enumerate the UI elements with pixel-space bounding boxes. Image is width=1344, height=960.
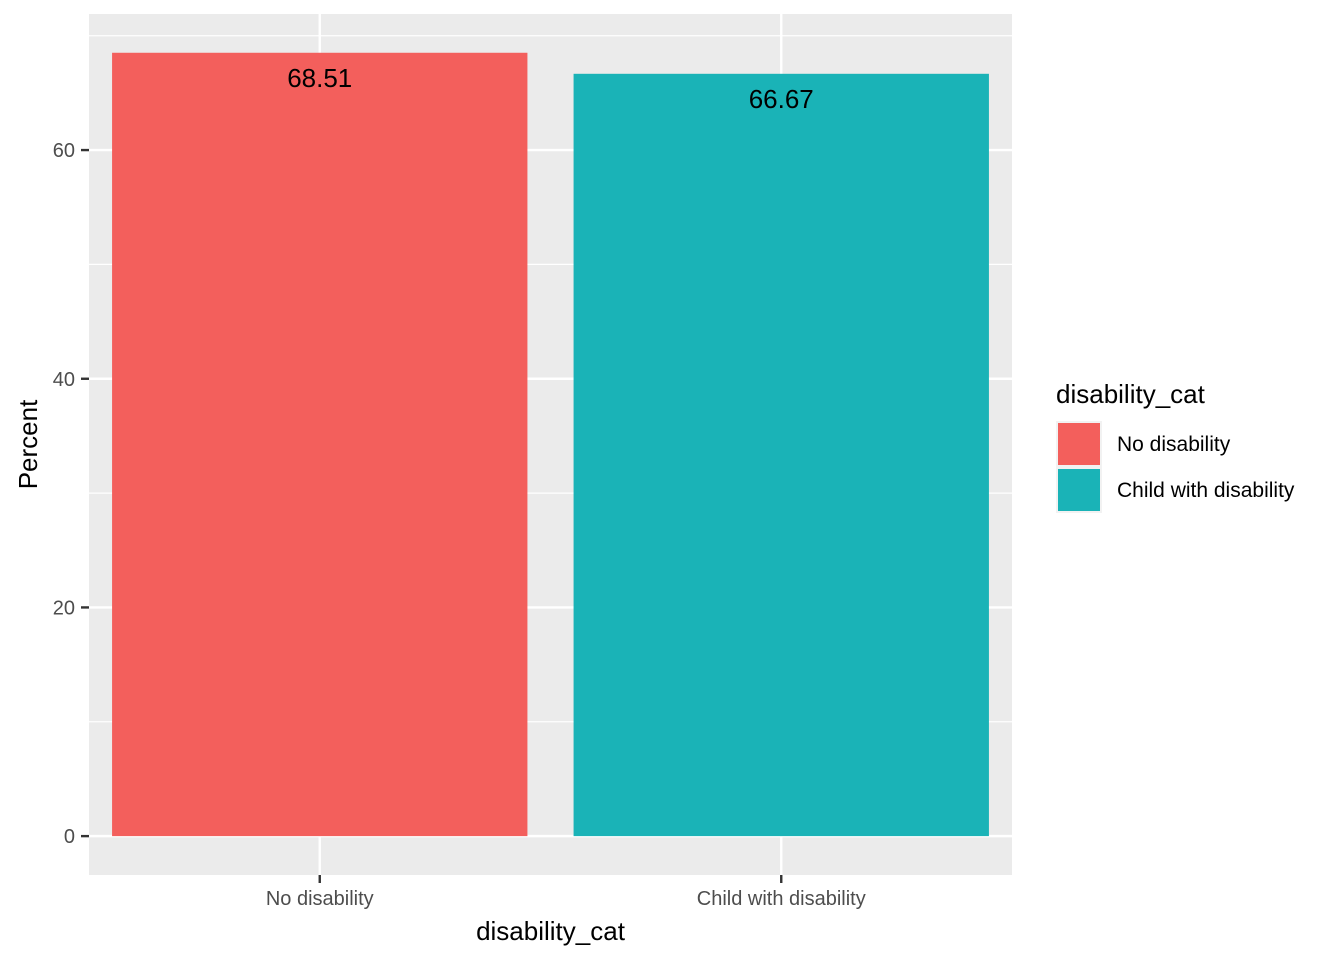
legend-label: Child with disability — [1117, 479, 1295, 502]
bar-value-label: 66.67 — [749, 84, 814, 114]
legend-title: disability_cat — [1056, 379, 1206, 409]
y-tick-label: 0 — [64, 826, 75, 848]
bars — [112, 52, 989, 837]
x-axis-title: disability_cat — [476, 916, 626, 946]
y-tick-label: 60 — [53, 140, 75, 162]
legend-swatch — [1058, 469, 1100, 511]
x-tick-label: No disability — [266, 888, 374, 910]
bar-value-label: 68.51 — [287, 63, 352, 93]
bar — [573, 73, 989, 837]
bar — [112, 52, 528, 837]
legend-swatch — [1058, 423, 1100, 465]
y-axis-title: Percent — [13, 399, 43, 489]
y-axis: 0 20 40 60 — [53, 140, 89, 848]
legend-label: No disability — [1117, 433, 1231, 456]
x-tick-label: Child with disability — [697, 888, 866, 910]
y-tick-label: 20 — [53, 597, 75, 619]
data-labels: 68.51 66.67 — [287, 63, 814, 114]
legend-items: No disability Child with disability — [1056, 421, 1295, 513]
x-axis: No disability Child with disability — [266, 875, 866, 910]
legend: disability_cat No disability Child with d… — [1056, 379, 1295, 513]
y-tick-label: 40 — [53, 369, 75, 391]
